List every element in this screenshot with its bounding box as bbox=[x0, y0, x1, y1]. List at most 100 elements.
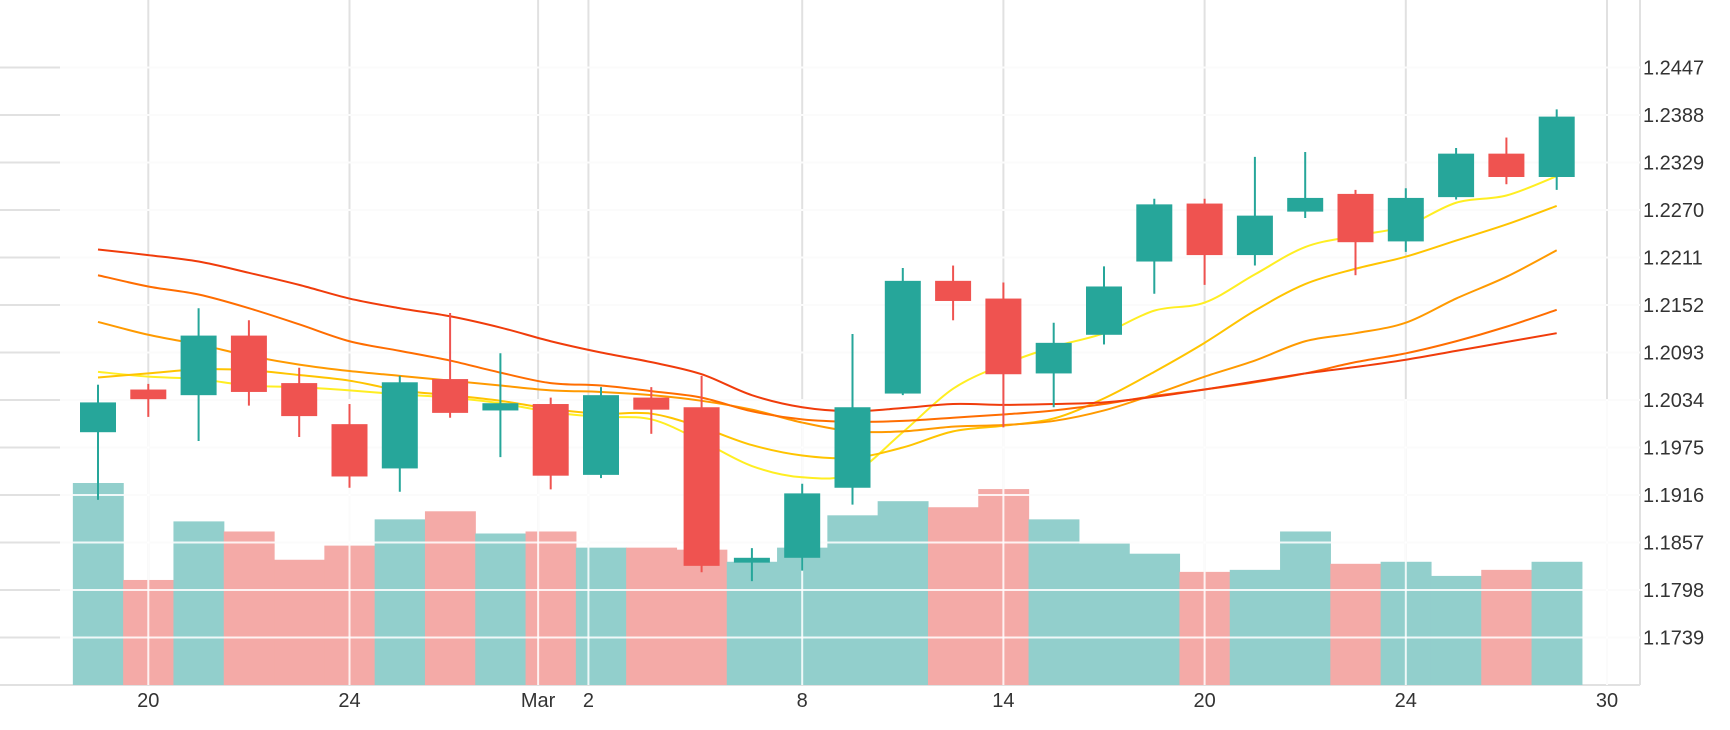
x-tick-label: 24 bbox=[338, 690, 360, 712]
y-tick-label: 1.1739 bbox=[1643, 628, 1704, 650]
candle bbox=[331, 404, 368, 488]
volume-bar bbox=[1481, 569, 1533, 685]
moving-average-line bbox=[97, 205, 1558, 460]
candle bbox=[1387, 188, 1424, 252]
candlesticks bbox=[80, 109, 1575, 582]
candle bbox=[985, 282, 1022, 428]
candle bbox=[130, 383, 167, 417]
volume-bar bbox=[726, 561, 778, 685]
candle bbox=[683, 375, 720, 573]
candle-body bbox=[633, 397, 670, 410]
x-axis: 20 24 Mar 2 8 14 20 24 30 bbox=[137, 690, 1618, 712]
candle-body bbox=[1538, 116, 1575, 177]
volume-bar bbox=[827, 515, 879, 685]
candle-body bbox=[1035, 342, 1072, 374]
candle-body bbox=[80, 402, 116, 433]
candle-body bbox=[1086, 286, 1122, 335]
y-tick-label: 1.2447 bbox=[1643, 58, 1704, 80]
y-tick-label: 1.1857 bbox=[1643, 533, 1704, 555]
x-tick-label: 30 bbox=[1596, 690, 1618, 712]
candle bbox=[482, 353, 519, 458]
candle-body bbox=[1186, 203, 1223, 256]
volume-bar bbox=[1129, 553, 1181, 685]
volume-bar bbox=[1028, 519, 1080, 685]
y-tick-label: 1.2093 bbox=[1643, 343, 1704, 365]
candle bbox=[1438, 148, 1475, 200]
candle bbox=[1287, 152, 1324, 219]
x-tick-label: 2 bbox=[583, 690, 594, 712]
x-tick-label: Mar bbox=[521, 690, 556, 712]
candle bbox=[381, 375, 418, 492]
volume-bar bbox=[927, 507, 979, 685]
volume-bar bbox=[626, 547, 678, 685]
candle-body bbox=[432, 379, 469, 413]
candle bbox=[1488, 137, 1525, 185]
y-tick-label: 1.2034 bbox=[1643, 390, 1704, 412]
volume-bar bbox=[575, 547, 627, 685]
candle-body bbox=[1438, 153, 1475, 198]
volume-bar bbox=[1078, 543, 1130, 685]
candle-body bbox=[733, 557, 770, 563]
y-tick-label: 1.1975 bbox=[1643, 438, 1704, 460]
candle-body bbox=[683, 407, 720, 566]
volume-bar bbox=[274, 559, 325, 685]
volume-grid-overlay bbox=[60, 66, 1640, 685]
candle bbox=[532, 397, 569, 490]
candle bbox=[80, 384, 116, 500]
candle bbox=[935, 265, 972, 321]
candle-body bbox=[1136, 204, 1173, 262]
candle bbox=[1186, 198, 1223, 285]
volume-bar bbox=[475, 533, 527, 685]
volume-bar bbox=[1330, 563, 1382, 685]
candle-body bbox=[180, 335, 217, 396]
candle-body bbox=[834, 407, 871, 488]
x-tick-label: 8 bbox=[797, 690, 808, 712]
candle bbox=[1035, 322, 1072, 408]
candle-body bbox=[1337, 193, 1374, 243]
y-tick-label: 1.2329 bbox=[1643, 153, 1704, 175]
volume-bar bbox=[424, 511, 476, 685]
volume-bar bbox=[1531, 561, 1583, 685]
candle-body bbox=[331, 424, 368, 477]
candle-body bbox=[1236, 215, 1273, 256]
candle bbox=[834, 333, 871, 505]
volume-bar bbox=[1280, 531, 1331, 685]
candle-body bbox=[532, 404, 569, 476]
x-tick-label: 24 bbox=[1395, 690, 1417, 712]
y-tick-label: 1.1798 bbox=[1643, 580, 1704, 602]
volume-bar bbox=[525, 531, 577, 685]
candle bbox=[230, 320, 267, 406]
candle bbox=[583, 387, 619, 479]
volume-bars bbox=[72, 483, 1583, 685]
candle bbox=[1086, 266, 1122, 345]
y-tick-label: 1.2388 bbox=[1643, 105, 1704, 127]
candle bbox=[1136, 198, 1173, 294]
y-tick-label: 1.2152 bbox=[1643, 295, 1704, 317]
candle-body bbox=[784, 493, 821, 558]
y-tick-label: 1.2270 bbox=[1643, 200, 1704, 222]
candle-body bbox=[1488, 153, 1525, 177]
candle bbox=[1337, 189, 1374, 276]
volume-bar bbox=[72, 483, 124, 685]
candle-body bbox=[482, 403, 519, 411]
candle-body bbox=[884, 280, 921, 394]
y-tick-label: 1.2211 bbox=[1643, 248, 1703, 270]
moving-average-lines bbox=[97, 175, 1558, 480]
moving-average-line bbox=[97, 175, 1558, 480]
candle bbox=[180, 308, 217, 442]
candle bbox=[633, 387, 670, 434]
candle bbox=[884, 267, 921, 396]
candle bbox=[733, 548, 770, 582]
x-tick-label: 20 bbox=[1193, 690, 1215, 712]
volume-bar bbox=[1430, 575, 1482, 685]
candle-body bbox=[1287, 197, 1324, 212]
candle bbox=[1538, 109, 1575, 190]
candle bbox=[432, 313, 469, 418]
volume-bar bbox=[374, 519, 426, 685]
volume-bar bbox=[877, 501, 929, 685]
candle-body bbox=[230, 335, 267, 392]
candle-body bbox=[583, 395, 619, 475]
candle-body bbox=[281, 383, 318, 417]
candle bbox=[1236, 156, 1273, 266]
